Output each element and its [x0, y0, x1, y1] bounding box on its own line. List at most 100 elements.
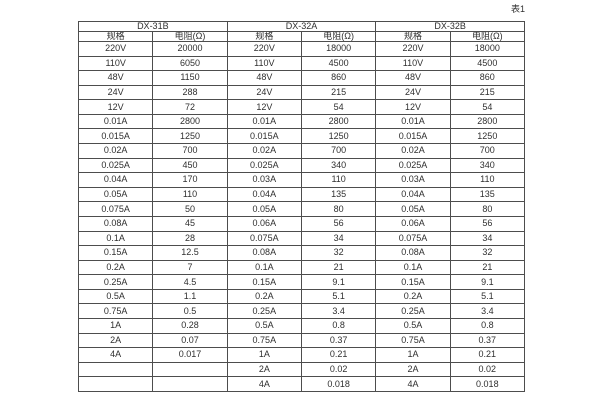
table-cell: 0.75A — [226, 332, 302, 349]
table-cell: 0.06A — [226, 215, 302, 232]
table-cell: 24V — [375, 84, 451, 101]
table-row: 4A 0.017 1A 0.21 1A 0.21 — [77, 347, 526, 363]
table-cell: 0.075A — [375, 230, 451, 247]
table-cell: 5.1 — [300, 288, 377, 305]
table-cell: 1.1 — [152, 288, 228, 305]
table-cell: 20000 — [152, 41, 228, 57]
table-cell: 0.08A — [375, 245, 451, 261]
table-cell: 700 — [152, 143, 228, 159]
table-row: 0.25A 4.5 0.15A 9.1 0.15A 9.1 — [77, 274, 526, 290]
table-cell — [152, 376, 228, 392]
table-row: 4A 0.018 4A 0.018 — [77, 376, 526, 392]
table-cell: 1A — [226, 347, 302, 363]
table-cell: 288 — [152, 84, 228, 101]
table-cell: 0.1A — [77, 230, 154, 247]
table-cell: 220V — [375, 41, 451, 57]
table-cell: 0.75A — [77, 303, 154, 319]
table-cell: 0.25A — [226, 303, 302, 319]
table-cell: 21 — [300, 259, 377, 276]
table-cell: 0.03A — [226, 172, 302, 188]
table-cell: 340 — [300, 157, 377, 174]
table-cell: 860 — [300, 70, 377, 86]
table-cell: 0.04A — [226, 186, 302, 203]
table-cell: 110 — [449, 172, 526, 188]
table-cell: 2A — [375, 361, 451, 378]
table-cell: 0.08A — [77, 215, 154, 232]
table-row: 0.1A 28 0.075A 34 0.075A 34 — [77, 230, 526, 247]
table-cell: 0.5A — [226, 317, 302, 334]
table-row: 2A 0.07 0.75A 0.37 0.75A 0.37 — [77, 332, 526, 349]
col-header-resistance: 电阻(Ω) — [152, 31, 228, 42]
table-cell: 56 — [300, 215, 377, 232]
table-cell: 18000 — [449, 41, 526, 57]
table-cell: 110 — [300, 172, 377, 188]
table-cell: 0.075A — [226, 230, 302, 247]
table-cell: 220V — [77, 41, 154, 57]
table-cell: 110V — [77, 55, 154, 72]
table-cell: 0.02A — [226, 143, 302, 159]
table-cell: 110V — [375, 55, 451, 72]
table-cell: 2800 — [300, 113, 377, 130]
table-cell: 0.01A — [226, 113, 302, 130]
table-row: 48V 1150 48V 860 48V 860 — [77, 70, 526, 86]
table-cell: 0.015A — [375, 128, 451, 145]
table-cell: 1150 — [152, 70, 228, 86]
table-cell: 0.02 — [300, 361, 377, 378]
table-cell: 0.06A — [375, 215, 451, 232]
table-cell: 54 — [300, 99, 377, 115]
table-row: 0.05A 110 0.04A 135 0.04A 135 — [77, 186, 526, 203]
table-cell: 6050 — [152, 55, 228, 72]
table-row: 0.5A 1.1 0.2A 5.1 0.2A 5.1 — [77, 288, 526, 305]
table-cell: 0.01A — [375, 113, 451, 130]
table-cell: 12V — [226, 99, 302, 115]
table-cell: 0.08A — [226, 245, 302, 261]
table-cell: 1A — [375, 347, 451, 363]
table-cell: 0.05A — [375, 201, 451, 217]
table-cell: 860 — [449, 70, 526, 86]
col-header-spec: 规格 — [226, 31, 302, 42]
table-cell: 1250 — [152, 128, 228, 145]
col-header-spec: 规格 — [77, 31, 154, 42]
table-row: 0.075A 50 0.05A 80 0.05A 80 — [77, 201, 526, 217]
table-cell: 0.21 — [300, 347, 377, 363]
table-cell: 0.8 — [300, 317, 377, 334]
table-cell: 4500 — [300, 55, 377, 72]
table-cell: 0.8 — [449, 317, 526, 334]
table-cell — [77, 376, 154, 392]
table-cell: 0.04A — [77, 172, 154, 188]
table-cell: 50 — [152, 201, 228, 217]
col-header-resistance: 电阻(Ω) — [300, 31, 377, 42]
table-cell: 135 — [449, 186, 526, 203]
table-caption: 表1 — [510, 4, 525, 14]
table-cell: 48V — [226, 70, 302, 86]
table-cell: 54 — [449, 99, 526, 115]
table-row: 0.01A 2800 0.01A 2800 0.01A 2800 — [77, 113, 526, 130]
group-header-row: DX-31B DX-32A DX-32B — [78, 21, 525, 32]
table-cell: 0.2A — [77, 259, 154, 276]
table-cell: 170 — [152, 172, 228, 188]
table-cell: 110 — [152, 186, 228, 203]
table-cell: 0.5A — [77, 288, 154, 305]
table-cell: 0.28 — [152, 317, 228, 334]
table-cell: 0.015A — [226, 128, 302, 145]
table-cell: 0.37 — [449, 332, 526, 349]
table-row: 24V 288 24V 215 24V 215 — [77, 84, 526, 101]
table-cell: 0.017 — [152, 347, 228, 363]
table-cell: 0.05A — [77, 186, 154, 203]
table-cell: 9.1 — [300, 274, 377, 290]
table-cell: 24V — [226, 84, 302, 101]
table-cell: 2800 — [152, 113, 228, 130]
table-body: 220V 20000 220V 18000 220V 18000 110V 6050 110V 4… — [77, 41, 526, 392]
table-cell: 18000 — [300, 41, 377, 57]
table-cell: 0.5 — [152, 303, 228, 319]
table-cell: 135 — [300, 186, 377, 203]
table-cell: 28 — [152, 230, 228, 247]
table-cell: 3.4 — [449, 303, 526, 319]
table-cell: 0.25A — [77, 274, 154, 290]
table-cell: 0.03A — [375, 172, 451, 188]
table-cell: 1250 — [449, 128, 526, 145]
table-cell: 24V — [77, 84, 154, 101]
table-cell: 12.5 — [152, 245, 228, 261]
table-cell: 0.075A — [77, 201, 154, 217]
